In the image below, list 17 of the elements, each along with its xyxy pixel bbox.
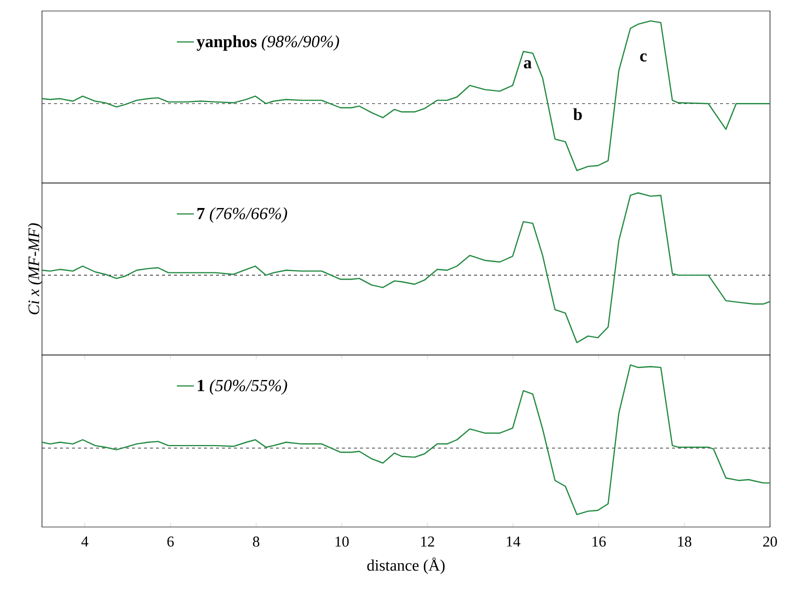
- x-tick-label: 12: [421, 536, 434, 546]
- x-tick-label: 8: [252, 536, 260, 547]
- legend-label: yanphos (98%/90%): [196, 35, 340, 51]
- x-tick-label: 10: [336, 536, 349, 547]
- legend-label: 1 (50%/55%): [198, 379, 288, 395]
- x-tick-label: 16: [592, 536, 606, 547]
- x-tick-label: 6: [167, 536, 174, 547]
- x-tick-label: 14: [506, 536, 520, 546]
- annotation: b: [573, 108, 582, 120]
- legend-label: 7 (76%/66%): [197, 207, 288, 223]
- annotation: a: [524, 60, 532, 68]
- annotation: c: [640, 53, 647, 62]
- x-axis-title: distance (Å): [367, 558, 445, 574]
- x-tick-label: 18: [678, 536, 692, 547]
- x-tick-label: 20: [763, 536, 777, 547]
- x-tick-label: 4: [81, 536, 88, 546]
- y-axis-title: Ci x (MF-MF): [28, 223, 42, 314]
